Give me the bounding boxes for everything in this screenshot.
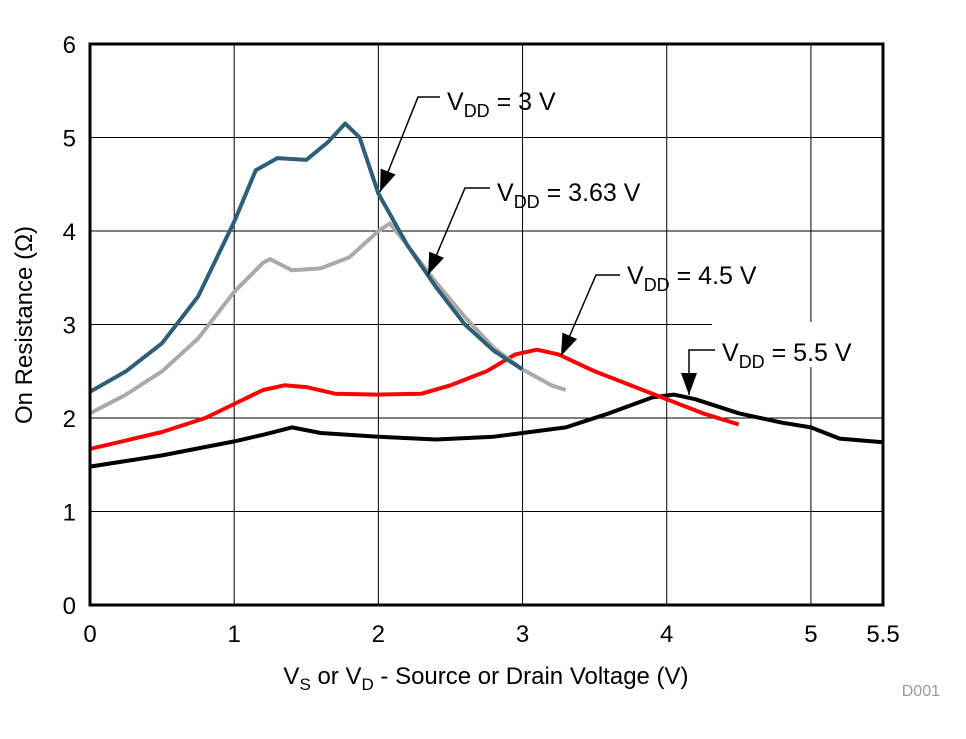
annotation-leader <box>688 349 715 395</box>
x-tick-label: 1 <box>228 621 241 648</box>
x-axis-label: VS or VD - Source or Drain Voltage (V) <box>283 663 688 694</box>
x-tick-label: 2 <box>372 621 385 648</box>
plot-frame <box>88 42 885 607</box>
annotation-background <box>712 322 882 367</box>
arrowhead-icon <box>428 251 444 275</box>
footnote: D001 <box>902 683 940 700</box>
series-label-0: VDD = 3 V <box>447 88 556 121</box>
x-tick-label: 5 <box>804 621 817 648</box>
series-line-0 <box>89 121 524 394</box>
y-tick-label: 4 <box>63 219 76 246</box>
series-label-3: VDD = 5.5 V <box>722 339 852 372</box>
x-tick-label: 5.5 <box>866 621 899 648</box>
series-label-2: VDD = 4.5 V <box>627 262 757 295</box>
arrowhead-icon <box>380 168 396 192</box>
annotation-leader <box>427 187 490 276</box>
series-line-1 <box>89 221 567 416</box>
y-tick-label: 0 <box>63 593 76 620</box>
arrowhead-icon <box>681 373 697 395</box>
series-line-2 <box>89 347 740 451</box>
series-lines <box>89 121 884 469</box>
annotation-leader <box>379 96 440 193</box>
y-tick-label: 1 <box>63 500 76 527</box>
y-tick-label: 5 <box>63 126 76 153</box>
x-tick-label: 0 <box>83 621 96 648</box>
y-tick-label: 2 <box>63 406 76 433</box>
x-tick-label: 3 <box>516 621 529 648</box>
annotation-leader <box>560 274 620 357</box>
tick-labels: 0 1 2 3 4 5 5.5 0 1 2 3 4 5 6 <box>63 32 900 648</box>
y-axis-label: On Resistance (Ω) <box>11 226 38 424</box>
arrowhead-icon <box>561 332 578 356</box>
y-tick-label: 3 <box>63 313 76 340</box>
x-tick-label: 4 <box>660 621 673 648</box>
annotations: VDD = 3 V VDD = 3.63 V VDD = 4.5 V VDD = 5.… <box>379 88 882 395</box>
series-label-1: VDD = 3.63 V <box>497 179 641 212</box>
y-tick-label: 6 <box>63 32 76 59</box>
series-line-3 <box>89 392 884 469</box>
